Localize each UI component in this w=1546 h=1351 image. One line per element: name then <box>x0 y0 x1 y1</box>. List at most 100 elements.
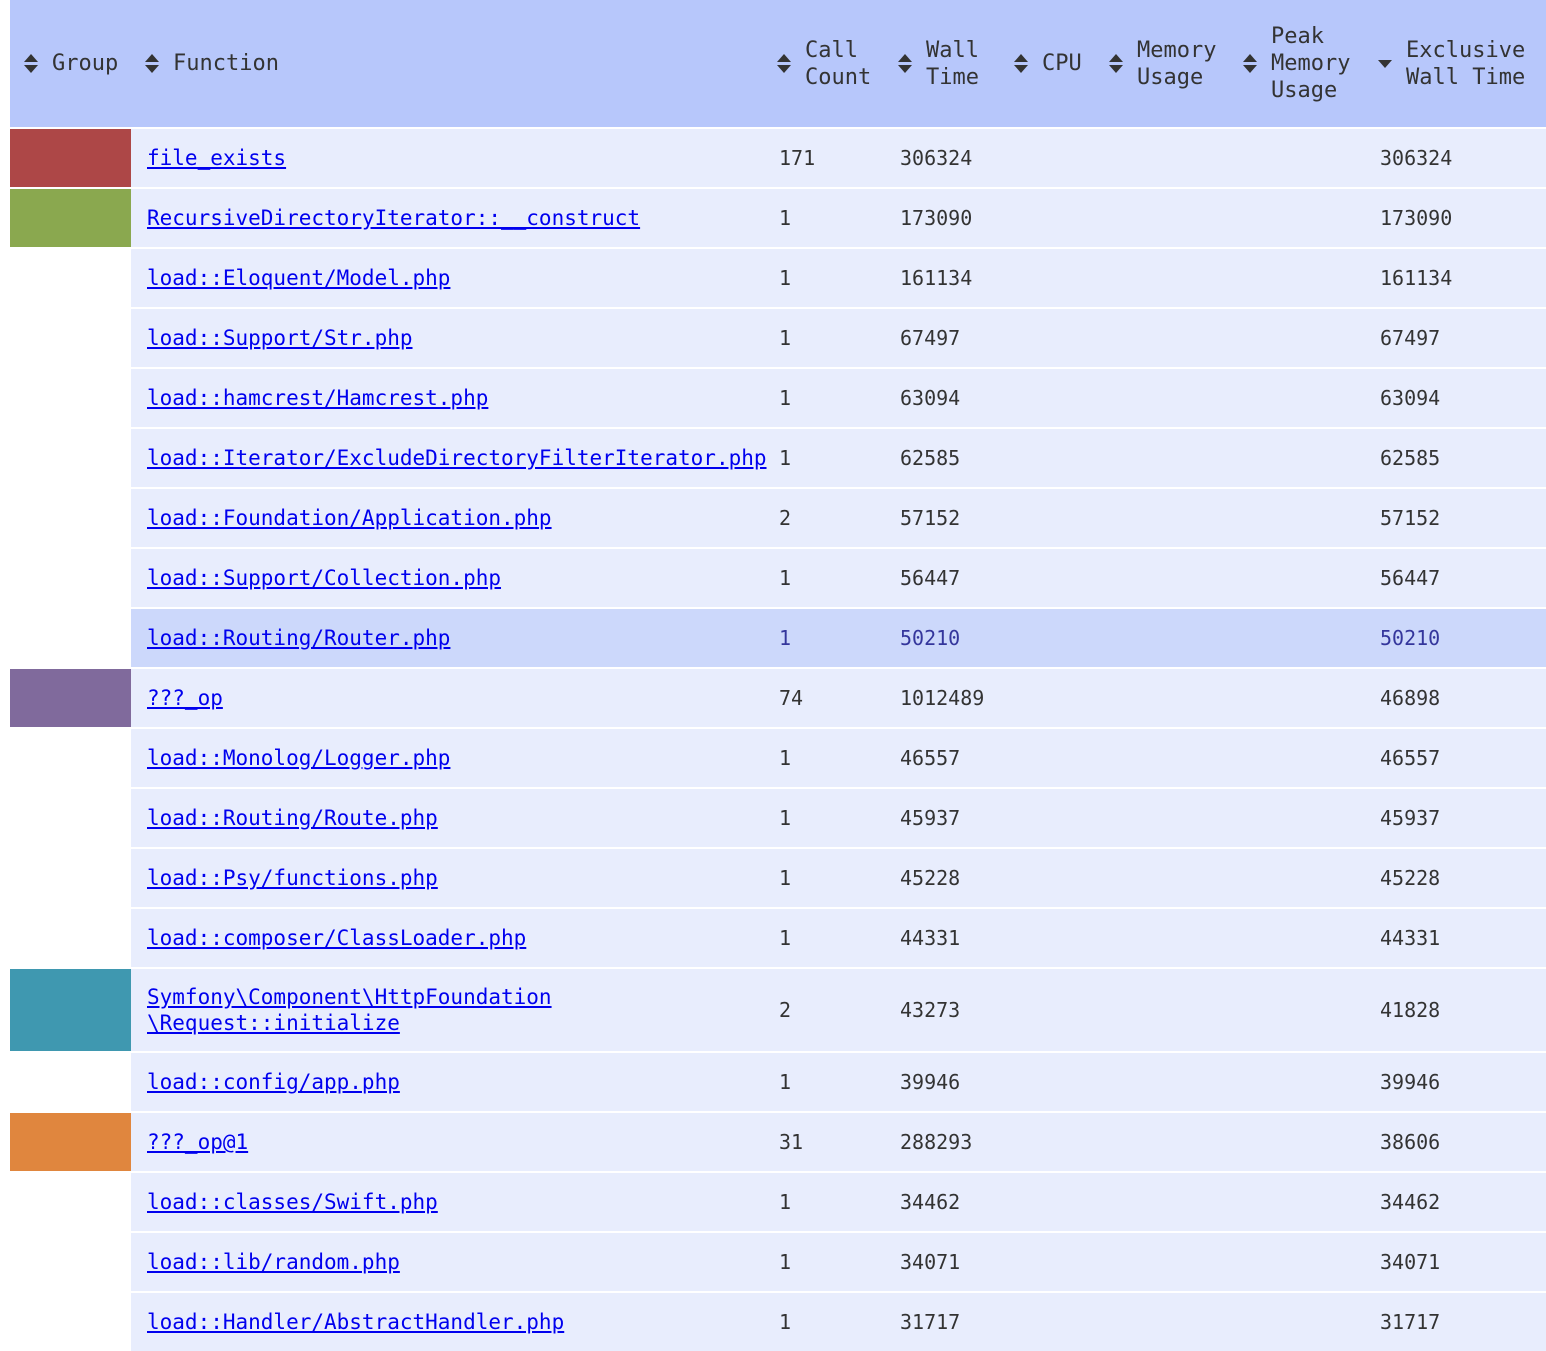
exclusive-wall-time-cell: 34462 <box>1380 1190 1441 1214</box>
call-count-cell: 1 <box>779 806 792 830</box>
function-link[interactable]: ???_op@1 <box>147 1130 249 1154</box>
wall-time-cell: 288293 <box>900 1130 973 1154</box>
column-header-function[interactable]: Function <box>145 0 279 127</box>
function-link[interactable]: load::Eloquent/Model.php <box>147 266 451 290</box>
column-header-label: Exclusive Wall Time <box>1406 37 1526 90</box>
table-row: load::hamcrest/Hamcrest.php 1 63094 63094 <box>10 367 1546 427</box>
table-row: load::Routing/Route.php 1 45937 45937 <box>10 787 1546 847</box>
column-header-cpu[interactable]: CPU <box>1014 0 1082 127</box>
function-link[interactable]: load::Support/Collection.php <box>147 566 502 590</box>
function-link[interactable]: file_exists <box>147 146 287 170</box>
column-header-label: Memory Usage <box>1137 37 1217 90</box>
wall-time-cell: 34462 <box>900 1190 961 1214</box>
row-background <box>131 1173 1546 1231</box>
profile-table: Group Function Call Count Wall Time CPU … <box>10 0 1546 1351</box>
function-link[interactable]: ???_op <box>147 686 223 710</box>
function-link[interactable]: load::lib/random.php <box>147 1250 400 1274</box>
row-background <box>131 609 1546 667</box>
row-background <box>131 1053 1546 1111</box>
exclusive-wall-time-cell: 306324 <box>1380 146 1453 170</box>
table-body: file_exists 171 306324 306324 RecursiveDirec… <box>10 127 1546 1351</box>
column-header-memory-usage[interactable]: Memory Usage <box>1109 0 1216 127</box>
function-link[interactable]: load::classes/Swift.php <box>147 1190 438 1214</box>
table-row: file_exists 171 306324 306324 <box>10 127 1546 187</box>
function-link[interactable]: load::config/app.php <box>147 1070 400 1094</box>
call-count-cell: 2 <box>779 506 792 530</box>
wall-time-cell: 46557 <box>900 746 961 770</box>
sort-icon <box>1109 53 1123 74</box>
row-background <box>131 309 1546 367</box>
call-count-cell: 1 <box>779 446 792 470</box>
wall-time-cell: 62585 <box>900 446 961 470</box>
column-header-label: Group <box>52 51 119 76</box>
sort-icon <box>145 53 159 74</box>
sort-icon <box>24 53 38 74</box>
function-link[interactable]: load::Handler/AbstractHandler.php <box>147 1310 565 1334</box>
table-row: load::Iterator/ExcludeDirectoryFilterIte… <box>10 427 1546 487</box>
function-link[interactable]: load::Routing/Route.php <box>147 806 438 830</box>
call-count-cell: 1 <box>779 566 792 590</box>
call-count-cell: 1 <box>779 386 792 410</box>
row-background <box>131 549 1546 607</box>
wall-time-cell: 63094 <box>900 386 961 410</box>
call-count-cell: 1 <box>779 626 792 650</box>
exclusive-wall-time-cell: 56447 <box>1380 566 1441 590</box>
call-count-cell: 1 <box>779 326 792 350</box>
table-row: load::config/app.php 1 39946 39946 <box>10 1051 1546 1111</box>
table-row: ???_op@1 31 288293 38606 <box>10 1111 1546 1171</box>
row-background <box>131 369 1546 427</box>
function-cell: load::Routing/Route.php <box>147 789 747 847</box>
call-count-cell: 171 <box>779 146 816 170</box>
wall-time-cell: 43273 <box>900 998 961 1022</box>
call-count-cell: 1 <box>779 1070 792 1094</box>
column-header-call-count[interactable]: Call Count <box>777 0 871 127</box>
wall-time-cell: 306324 <box>900 146 973 170</box>
table-row: load::Foundation/Application.php 2 57152 57… <box>10 487 1546 547</box>
function-link[interactable]: RecursiveDirectoryIterator::__construct <box>147 206 641 230</box>
call-count-cell: 1 <box>779 926 792 950</box>
call-count-cell: 1 <box>779 1190 792 1214</box>
exclusive-wall-time-cell: 45228 <box>1380 866 1441 890</box>
exclusive-wall-time-cell: 63094 <box>1380 386 1441 410</box>
exclusive-wall-time-cell: 161134 <box>1380 266 1453 290</box>
function-cell: load::Support/Collection.php <box>147 549 747 607</box>
wall-time-cell: 161134 <box>900 266 973 290</box>
table-row: load::Monolog/Logger.php 1 46557 46557 <box>10 727 1546 787</box>
group-color-swatch <box>10 189 131 247</box>
exclusive-wall-time-cell: 38606 <box>1380 1130 1441 1154</box>
exclusive-wall-time-cell: 31717 <box>1380 1310 1441 1334</box>
column-header-peak-memory-usage[interactable]: Peak Memory Usage <box>1243 0 1350 127</box>
wall-time-cell: 45937 <box>900 806 961 830</box>
row-background <box>131 189 1546 247</box>
table-row: load::Psy/functions.php 1 45228 45228 <box>10 847 1546 907</box>
wall-time-cell: 44331 <box>900 926 961 950</box>
function-link[interactable]: Symfony\Component\HttpFoundation \Reques… <box>147 985 552 1035</box>
sort-icon <box>898 53 912 74</box>
group-color-swatch <box>10 669 131 727</box>
function-link[interactable]: load::hamcrest/Hamcrest.php <box>147 386 489 410</box>
function-link[interactable]: load::Support/Str.php <box>147 326 413 350</box>
row-background <box>131 909 1546 967</box>
call-count-cell: 31 <box>779 1130 804 1154</box>
exclusive-wall-time-cell: 46898 <box>1380 686 1441 710</box>
function-link[interactable]: load::Iterator/ExcludeDirectoryFilterIte… <box>147 446 767 470</box>
row-background <box>131 1113 1546 1171</box>
function-link[interactable]: load::Psy/functions.php <box>147 866 438 890</box>
function-cell: load::lib/random.php <box>147 1233 747 1291</box>
group-color-swatch <box>10 129 131 187</box>
function-cell: file_exists <box>147 129 747 187</box>
column-header-label: Function <box>173 51 279 76</box>
function-link[interactable]: load::Foundation/Application.php <box>147 506 552 530</box>
function-link[interactable]: load::Routing/Router.php <box>147 626 451 650</box>
column-header-exclusive-wall-time[interactable]: Exclusive Wall Time <box>1378 0 1525 127</box>
function-link[interactable]: load::Monolog/Logger.php <box>147 746 451 770</box>
column-header-wall-time[interactable]: Wall Time <box>898 0 979 127</box>
row-background <box>131 249 1546 307</box>
row-background <box>131 1233 1546 1291</box>
function-link[interactable]: load::composer/ClassLoader.php <box>147 926 527 950</box>
sort-descending-icon <box>1378 54 1392 74</box>
function-cell: load::Handler/AbstractHandler.php <box>147 1293 747 1351</box>
group-color-swatch <box>10 969 131 1051</box>
column-header-label: Wall Time <box>926 37 979 90</box>
column-header-group[interactable]: Group <box>24 0 118 127</box>
